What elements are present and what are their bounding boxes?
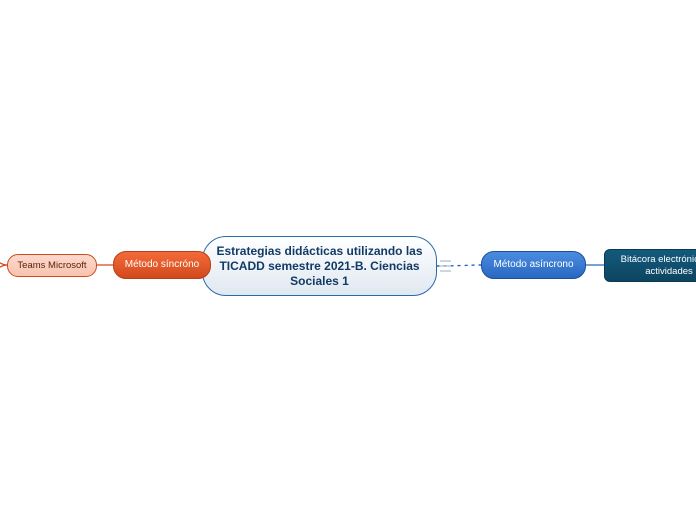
- branch-node-metodo-asincrono[interactable]: Método asíncrono: [481, 251, 586, 279]
- leaf-node-teams-microsoft[interactable]: Teams Microsoft: [7, 254, 97, 277]
- central-node-label: Estrategias didácticas utilizando las TI…: [203, 244, 436, 289]
- mindmap-canvas: Estrategias didácticas utilizando las TI…: [0, 0, 696, 520]
- branch-node-label: Método síncróno: [117, 259, 208, 272]
- central-node[interactable]: Estrategias didácticas utilizando las TI…: [202, 236, 437, 296]
- leaf-node-bitacora[interactable]: Bitácora electrónica de actividades: [604, 249, 696, 282]
- branch-node-metodo-sincrono[interactable]: Método síncróno: [113, 251, 211, 279]
- leaf-node-label: Bitácora electrónica de actividades: [605, 254, 696, 278]
- branch-node-label: Método asíncrono: [485, 259, 581, 272]
- leaf-node-label: Teams Microsoft: [9, 260, 94, 272]
